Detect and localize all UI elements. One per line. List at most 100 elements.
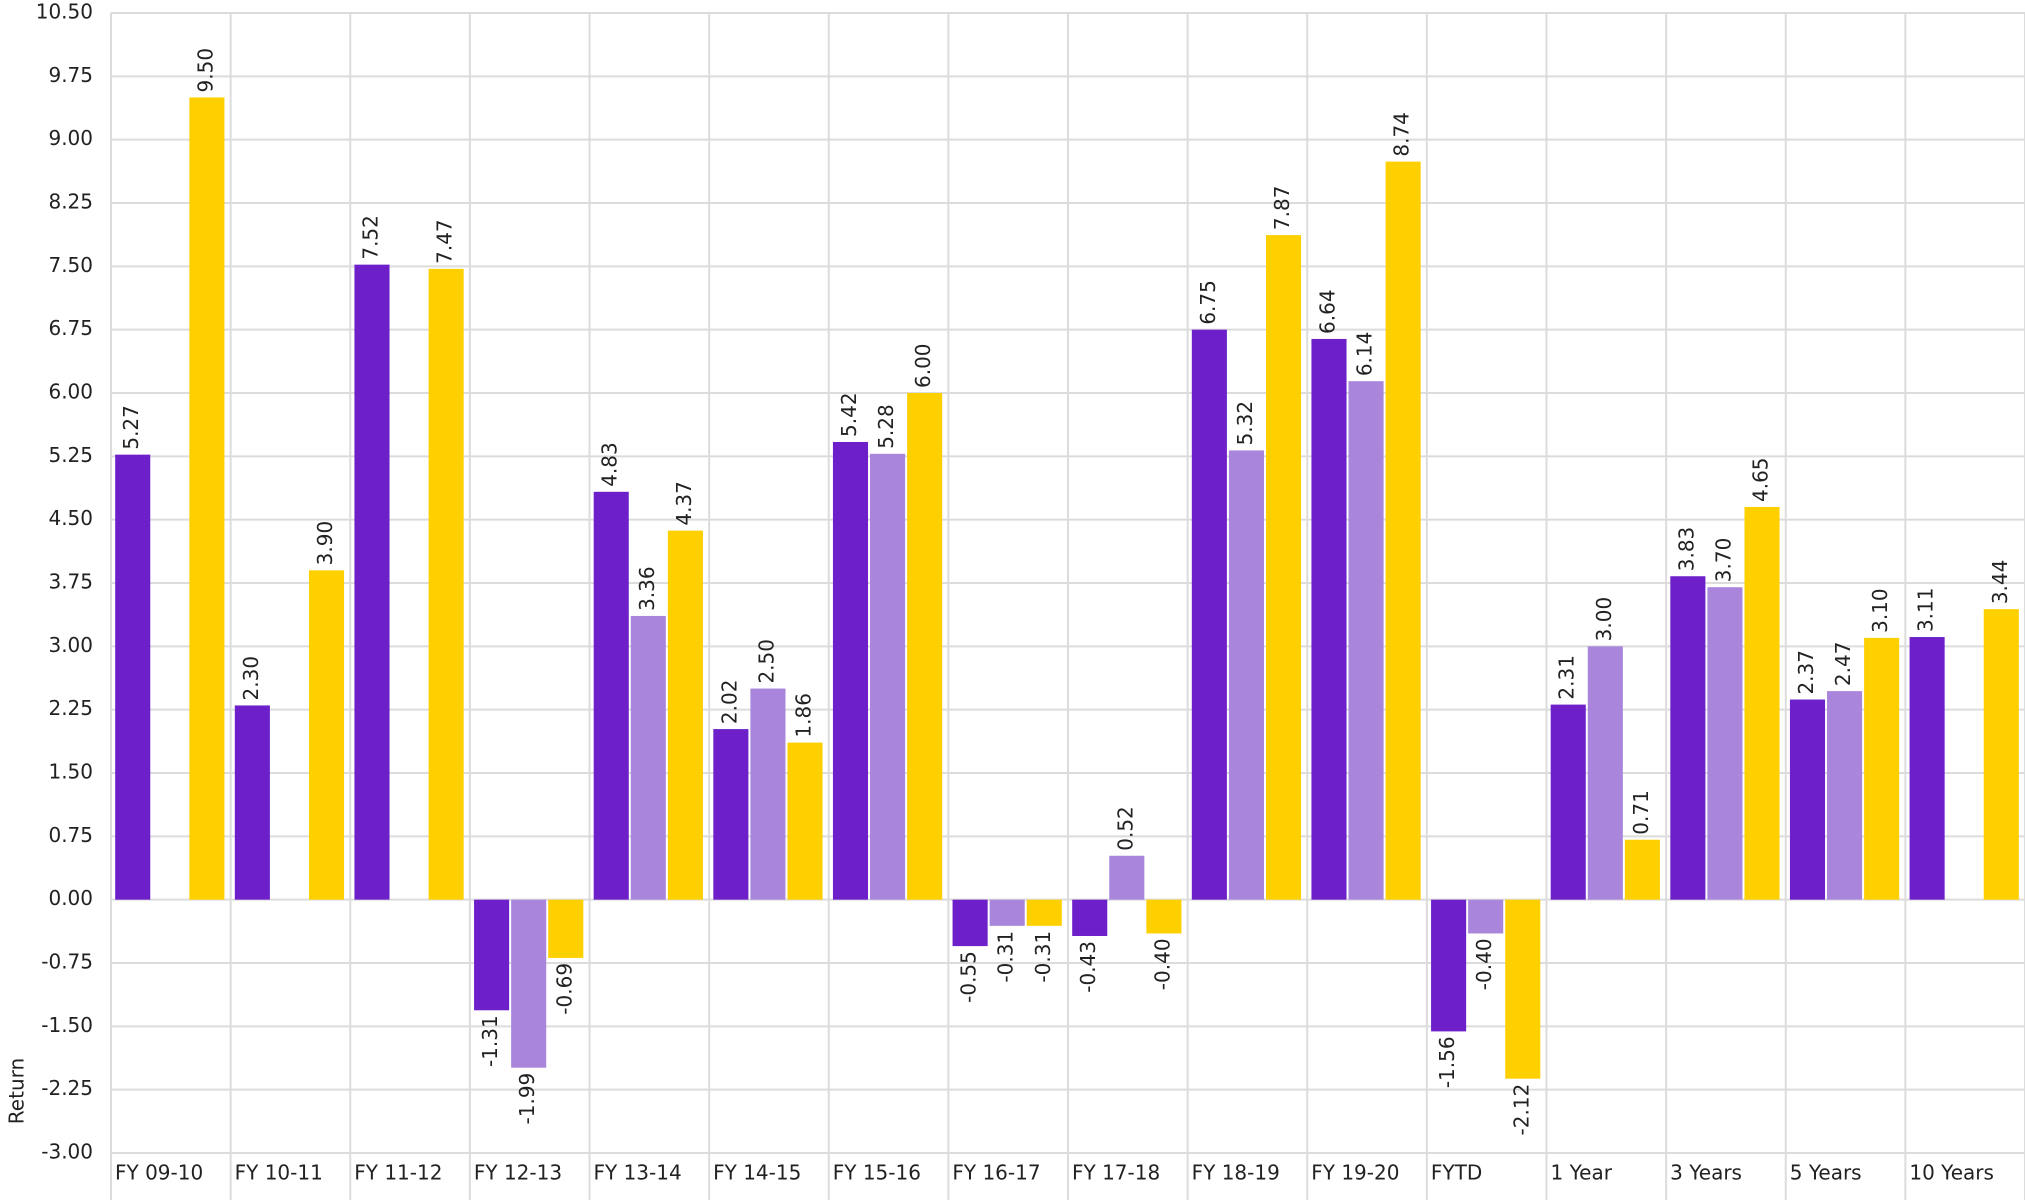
y-tick-label: 6.75: [48, 316, 93, 340]
value-label: 3.10: [1868, 588, 1892, 633]
bar: [1983, 609, 2019, 900]
value-label: -1.99: [515, 1073, 539, 1125]
y-tick-label: -1.50: [41, 1013, 93, 1037]
bar: [474, 899, 510, 1011]
bar: [308, 570, 345, 900]
bar: [1109, 855, 1145, 900]
value-label: 6.64: [1315, 289, 1339, 334]
value-label: 0.52: [1113, 806, 1137, 851]
bar: [1505, 899, 1541, 1079]
value-label: 5.28: [874, 404, 898, 449]
value-label: 0.71: [1629, 790, 1653, 835]
bar: [593, 491, 629, 900]
y-tick-label: 8.25: [48, 190, 93, 214]
bar: [713, 729, 749, 900]
value-label: 5.32: [1233, 401, 1257, 446]
bar: [952, 899, 988, 947]
bar: [1827, 691, 1863, 900]
value-label: 7.47: [433, 219, 457, 264]
y-tick-label: -0.75: [41, 950, 93, 974]
value-label: 4.83: [598, 442, 622, 487]
value-label: -0.43: [1076, 941, 1100, 993]
bar: [870, 453, 906, 900]
x-tick-label: FY 18-19: [1192, 1161, 1280, 1185]
x-tick-label: FY 19-20: [1311, 1161, 1399, 1185]
value-label: 3.90: [313, 521, 337, 566]
value-label: 4.65: [1749, 457, 1773, 502]
bar: [1431, 899, 1467, 1032]
y-tick-label: 2.25: [48, 696, 93, 720]
x-tick-label: FY 17-18: [1072, 1161, 1160, 1185]
bar: [1191, 329, 1227, 900]
x-tick-label: FY 09-10: [115, 1161, 203, 1185]
value-label: -1.31: [478, 1015, 502, 1067]
y-tick-label: 9.00: [48, 126, 93, 150]
value-label: 2.31: [1555, 655, 1579, 700]
x-tick-label: 10 Years: [1909, 1161, 1994, 1185]
y-tick-label: 4.50: [48, 506, 93, 530]
y-tick-label: 0.75: [48, 823, 93, 847]
value-label: 3.36: [635, 566, 659, 611]
value-label: 9.50: [193, 48, 217, 93]
bar: [630, 615, 666, 900]
bar: [1707, 587, 1743, 900]
bar: [667, 530, 703, 900]
y-tick-label: 3.75: [48, 570, 93, 594]
value-label: 3.11: [1914, 588, 1938, 633]
y-tick-label: 7.50: [48, 253, 93, 277]
value-label: 5.27: [119, 405, 143, 450]
bar: [787, 742, 823, 900]
value-label: 3.44: [1988, 560, 2012, 605]
y-tick-label: -2.25: [41, 1076, 93, 1100]
value-label: 2.30: [239, 656, 263, 701]
y-tick-label: 0.00: [48, 886, 93, 910]
x-tick-label: FY 14-15: [713, 1161, 801, 1185]
x-tick-label: FY 15-16: [833, 1161, 921, 1185]
value-label: 6.14: [1353, 332, 1377, 377]
bar: [1587, 646, 1623, 900]
y-tick-label: 10.50: [36, 0, 93, 24]
y-tick-label: 5.25: [48, 443, 93, 467]
bar: [1385, 161, 1421, 900]
bar: [234, 705, 270, 900]
y-tick-label: 6.00: [48, 380, 93, 404]
bar: [1909, 637, 1945, 900]
x-tick-label: 3 Years: [1670, 1161, 1742, 1185]
value-label: 2.50: [754, 639, 778, 684]
bar: [989, 899, 1025, 926]
bar: [354, 264, 390, 900]
value-label: -0.31: [994, 931, 1018, 983]
bar: [907, 393, 943, 900]
bar: [750, 688, 786, 900]
bar: [1670, 576, 1706, 900]
value-label: 6.00: [911, 343, 935, 388]
bar: [189, 97, 225, 900]
value-label: -1.56: [1435, 1036, 1459, 1088]
bar: [1072, 899, 1108, 936]
x-tick-label: FY 10-11: [235, 1161, 323, 1185]
y-tick-label: 9.75: [48, 63, 93, 87]
value-label: 3.70: [1711, 538, 1735, 583]
x-tick-label: FY 16-17: [952, 1161, 1040, 1185]
bar: [1744, 507, 1780, 900]
value-label: -2.12: [1509, 1084, 1533, 1136]
value-label: -0.55: [957, 951, 981, 1003]
y-tick-label: 3.00: [48, 633, 93, 657]
bar: [1146, 899, 1182, 934]
bar: [115, 454, 151, 900]
value-label: 2.47: [1831, 642, 1855, 687]
value-label: -0.31: [1031, 931, 1055, 983]
value-label: 8.74: [1390, 112, 1414, 157]
bar: [1026, 899, 1062, 926]
bar: [1864, 637, 1900, 900]
bar: [548, 899, 584, 958]
value-label: -0.69: [552, 963, 576, 1015]
bar: [832, 441, 869, 900]
x-tick-label: 5 Years: [1790, 1161, 1862, 1185]
bar: [1468, 899, 1504, 934]
bar: [1550, 704, 1586, 900]
bar: [511, 899, 547, 1068]
value-label: 1.86: [792, 693, 816, 738]
value-label: 2.02: [717, 680, 741, 725]
